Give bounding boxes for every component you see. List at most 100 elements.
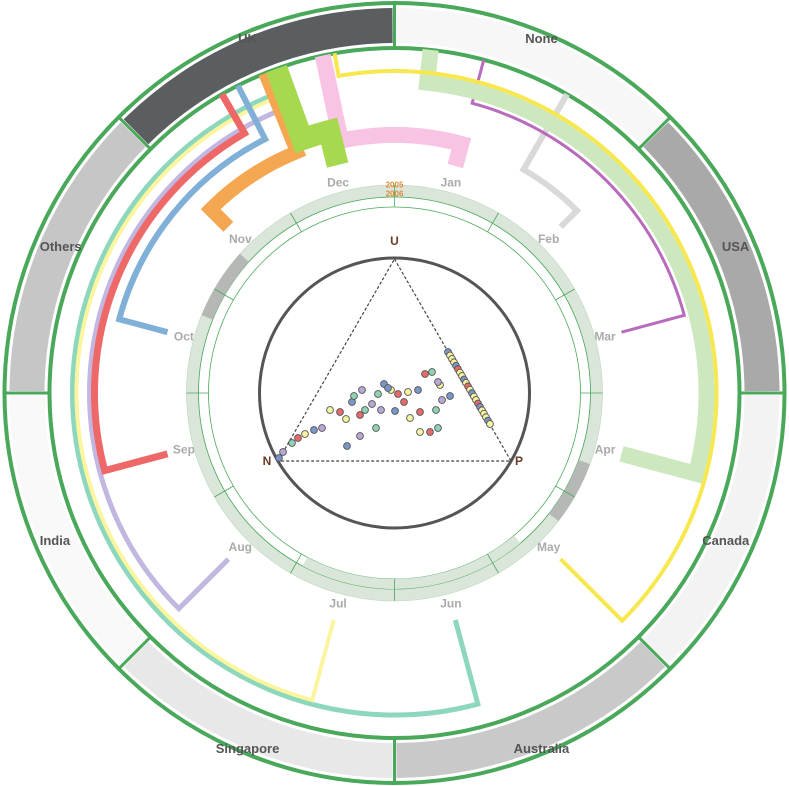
ternary-point [404,388,412,396]
country-label-none: None [525,31,558,46]
month-tick [555,485,575,498]
month-tick [214,485,234,498]
year-highlight [548,460,590,522]
country-divider [637,116,672,151]
flow-dec [266,65,349,168]
ternary-point [326,406,334,414]
month-tick [487,212,499,233]
ternary-point [279,448,287,456]
flow-jun [70,67,481,718]
ternary-point [275,454,283,462]
ternary-vertex-top: U [390,234,399,248]
flow-feb [519,92,582,229]
year-highlight [201,253,249,320]
country-segment-australia[interactable] [396,641,666,778]
country-label-australia: Australia [514,741,570,756]
month-label-sep: Sep [173,442,195,456]
ternary-point [421,370,429,378]
month-label-dec: Dec [327,175,349,189]
ternary-point [310,426,318,434]
ternary-point [384,384,392,392]
month-tick [487,553,499,574]
month-label-jan: Jan [441,175,462,189]
ternary-point [358,386,366,394]
country-segment-singapore[interactable] [123,641,393,778]
ternary-point [361,406,369,414]
ternary-point [368,400,376,408]
ternary-plot: U N P [258,234,531,530]
month-label-oct: Oct [174,330,194,344]
ternary-point [343,442,351,450]
month-label-jul: Jul [329,597,346,611]
flow-sep [91,92,250,475]
ternary-point [394,390,402,398]
month-labels: Jan Feb Mar Apr May Jun Jul Aug Sep Oct Nov Dec [173,175,616,610]
ternary-point [400,398,408,406]
month-label-nov: Nov [229,232,252,246]
ternary-point [391,407,399,415]
year-band [302,535,521,589]
month-tick [290,553,302,574]
ternary-point [416,408,424,416]
ternary-point [356,411,364,419]
ternary-point [446,392,454,400]
ternary-point [336,408,344,416]
ternary-point [428,368,436,376]
ternary-vertex-right: P [515,454,523,468]
country-label-canada: Canada [702,533,750,548]
month-label-jun: Jun [440,597,461,611]
ternary-point [301,430,309,438]
flow-lines [70,49,719,718]
country-segment-usa[interactable] [643,122,780,392]
month-label-apr: Apr [595,442,616,456]
flow-oct [115,84,270,336]
year-label-2005: 2005 [386,181,404,190]
month-tick [555,288,575,301]
country-label-usa: USA [722,239,750,254]
ternary-point [342,415,350,423]
flow-apr [418,49,715,484]
flow-jul [74,68,336,703]
country-label-others: Others [40,239,82,254]
country-divider [637,635,672,670]
country-label-uk: UK [238,31,257,46]
flow-may [332,52,719,624]
ternary-point [432,406,440,414]
ternary-point [438,396,446,404]
flow-mar [470,59,687,334]
month-tick [214,288,234,301]
country-divider [117,116,152,151]
ternary-point [486,420,494,428]
ternary-point [426,428,434,436]
country-label-india: India [40,533,71,548]
ternary-point [414,386,422,394]
ternary-point [294,434,302,442]
flow-aug [87,67,294,613]
ternary-point [374,390,382,398]
flow-jan [314,53,472,169]
month-label-feb: Feb [538,232,559,246]
month-label-mar: Mar [594,330,616,344]
country-segment-uk[interactable] [123,8,393,145]
country-segment-none[interactable] [396,8,666,145]
country-label-singapore: Singapore [216,741,280,756]
ternary-vertex-left: N [263,454,272,468]
ternary-point [416,428,424,436]
country-segment-canada[interactable] [643,394,780,664]
ternary-point [372,424,380,432]
ternary-point [434,424,442,432]
ternary-point [350,392,358,400]
country-segment-india[interactable] [9,394,146,664]
country-segment-others[interactable] [9,122,146,392]
ternary-point [377,406,385,414]
ternary-point [318,424,326,432]
month-label-aug: Aug [229,540,252,554]
year-label-2006: 2006 [386,190,404,199]
ternary-point [356,432,364,440]
ternary-point [406,414,414,422]
ternary-point [434,378,442,386]
